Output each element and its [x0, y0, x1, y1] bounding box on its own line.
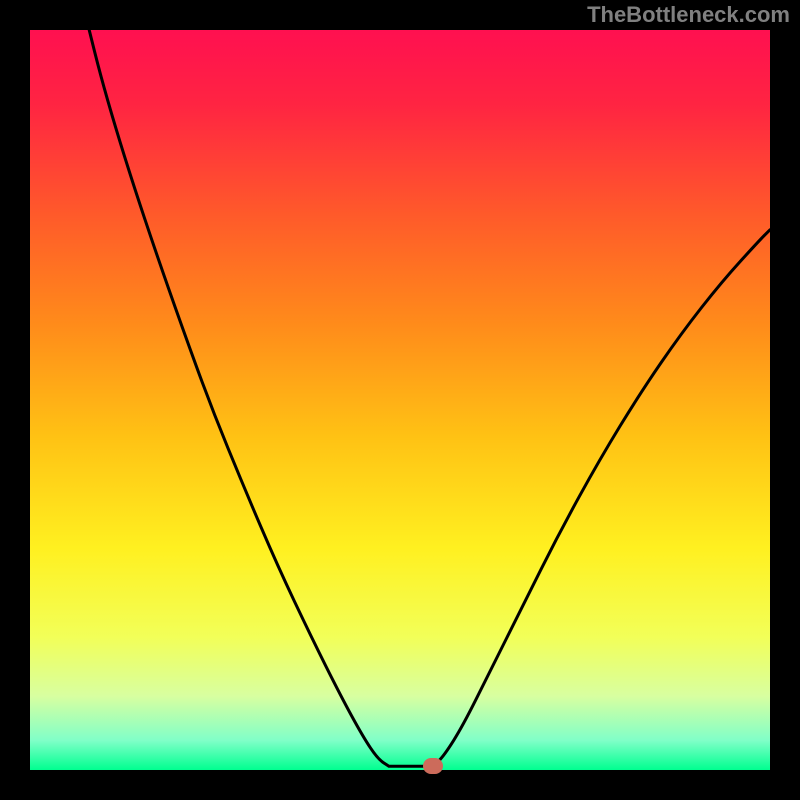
optimal-point-marker — [423, 758, 443, 774]
watermark: TheBottleneck.com — [587, 2, 790, 28]
bottleneck-curve — [30, 30, 770, 770]
curve-path — [89, 30, 770, 766]
chart-plot-area — [30, 30, 770, 770]
